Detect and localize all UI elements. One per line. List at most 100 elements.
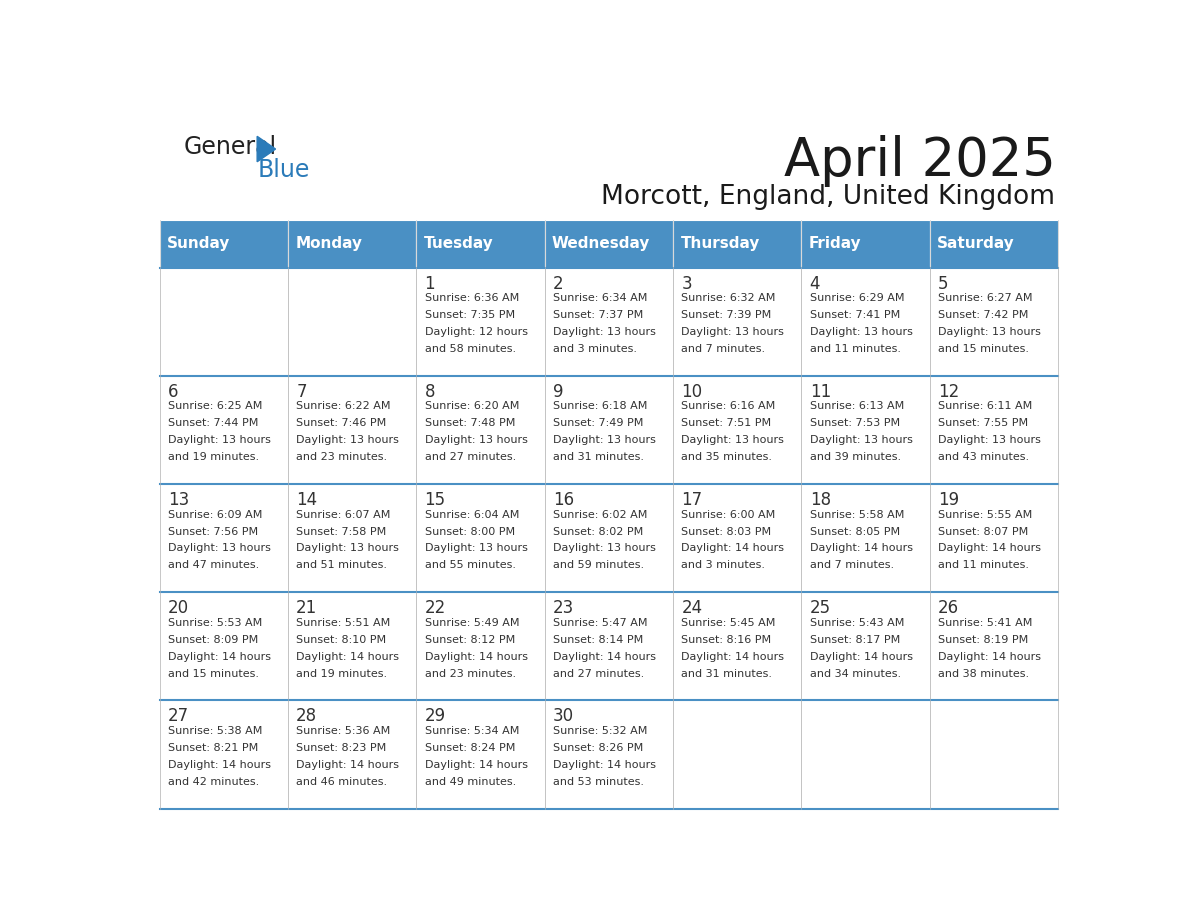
Bar [416, 268, 544, 376]
Text: Sunrise: 6:09 AM: Sunrise: 6:09 AM [168, 509, 263, 520]
Text: Daylight: 14 hours: Daylight: 14 hours [682, 652, 784, 662]
Text: 1: 1 [424, 274, 435, 293]
Text: Daylight: 14 hours: Daylight: 14 hours [424, 760, 527, 770]
Text: and 7 minutes.: and 7 minutes. [682, 344, 765, 354]
Text: Sunset: 7:51 PM: Sunset: 7:51 PM [682, 419, 771, 429]
Text: Daylight: 13 hours: Daylight: 13 hours [552, 435, 656, 445]
Text: Sunrise: 6:29 AM: Sunrise: 6:29 AM [810, 293, 904, 303]
Text: Sunrise: 6:20 AM: Sunrise: 6:20 AM [424, 401, 519, 411]
Text: Sunset: 8:26 PM: Sunset: 8:26 PM [552, 743, 643, 753]
Text: Sunrise: 6:16 AM: Sunrise: 6:16 AM [682, 401, 776, 411]
Text: and 3 minutes.: and 3 minutes. [552, 344, 637, 354]
Text: and 58 minutes.: and 58 minutes. [424, 344, 516, 354]
Text: and 7 minutes.: and 7 minutes. [810, 560, 893, 570]
Text: and 59 minutes.: and 59 minutes. [552, 560, 644, 570]
Text: and 39 minutes.: and 39 minutes. [810, 453, 901, 463]
Bar [674, 376, 802, 484]
Text: Sunrise: 6:02 AM: Sunrise: 6:02 AM [552, 509, 647, 520]
Bar [802, 592, 930, 700]
Bar [802, 219, 930, 268]
Text: Sunrise: 5:43 AM: Sunrise: 5:43 AM [810, 618, 904, 628]
Bar [802, 376, 930, 484]
Text: 17: 17 [682, 491, 702, 509]
Text: 6: 6 [168, 383, 178, 401]
Text: Daylight: 13 hours: Daylight: 13 hours [810, 435, 912, 445]
Text: Sunset: 8:02 PM: Sunset: 8:02 PM [552, 527, 643, 536]
Text: Sunrise: 6:22 AM: Sunrise: 6:22 AM [296, 401, 391, 411]
Text: Daylight: 14 hours: Daylight: 14 hours [296, 760, 399, 770]
Bar [930, 376, 1059, 484]
Text: and 15 minutes.: and 15 minutes. [168, 668, 259, 678]
Text: 22: 22 [424, 599, 446, 617]
Text: and 15 minutes.: and 15 minutes. [939, 344, 1029, 354]
Text: Sunrise: 6:04 AM: Sunrise: 6:04 AM [424, 509, 519, 520]
Text: Sunrise: 5:36 AM: Sunrise: 5:36 AM [296, 726, 391, 736]
Text: Daylight: 13 hours: Daylight: 13 hours [168, 435, 271, 445]
Text: and 27 minutes.: and 27 minutes. [552, 668, 644, 678]
Text: 29: 29 [424, 708, 446, 725]
Text: 28: 28 [296, 708, 317, 725]
Text: Morcott, England, United Kingdom: Morcott, England, United Kingdom [601, 185, 1055, 210]
Text: Sunrise: 6:07 AM: Sunrise: 6:07 AM [296, 509, 391, 520]
Text: Sunrise: 6:13 AM: Sunrise: 6:13 AM [810, 401, 904, 411]
Text: Sunset: 8:05 PM: Sunset: 8:05 PM [810, 527, 899, 536]
Bar [930, 592, 1059, 700]
Bar [674, 700, 802, 809]
Text: Sunset: 7:53 PM: Sunset: 7:53 PM [810, 419, 899, 429]
Text: and 42 minutes.: and 42 minutes. [168, 777, 259, 787]
Bar [544, 700, 674, 809]
Text: 24: 24 [682, 599, 702, 617]
Bar [544, 592, 674, 700]
Text: Daylight: 14 hours: Daylight: 14 hours [682, 543, 784, 554]
Bar [930, 268, 1059, 376]
Text: 19: 19 [939, 491, 959, 509]
Text: 16: 16 [552, 491, 574, 509]
Text: Daylight: 14 hours: Daylight: 14 hours [552, 652, 656, 662]
Text: Daylight: 14 hours: Daylight: 14 hours [810, 543, 912, 554]
Text: and 34 minutes.: and 34 minutes. [810, 668, 901, 678]
Text: Sunset: 8:07 PM: Sunset: 8:07 PM [939, 527, 1029, 536]
Text: Sunrise: 5:41 AM: Sunrise: 5:41 AM [939, 618, 1032, 628]
Text: Sunset: 8:03 PM: Sunset: 8:03 PM [682, 527, 771, 536]
Text: 2: 2 [552, 274, 563, 293]
Text: Sunrise: 5:58 AM: Sunrise: 5:58 AM [810, 509, 904, 520]
Text: 14: 14 [296, 491, 317, 509]
Bar [159, 219, 287, 268]
Bar [159, 592, 287, 700]
Text: Daylight: 14 hours: Daylight: 14 hours [296, 652, 399, 662]
Text: Daylight: 13 hours: Daylight: 13 hours [939, 435, 1041, 445]
Text: Daylight: 14 hours: Daylight: 14 hours [810, 652, 912, 662]
Bar [674, 592, 802, 700]
Text: Sunrise: 6:00 AM: Sunrise: 6:00 AM [682, 509, 776, 520]
Text: Daylight: 14 hours: Daylight: 14 hours [168, 760, 271, 770]
Text: Sunset: 7:42 PM: Sunset: 7:42 PM [939, 310, 1029, 320]
Text: 15: 15 [424, 491, 446, 509]
Text: Daylight: 13 hours: Daylight: 13 hours [168, 543, 271, 554]
Text: Daylight: 14 hours: Daylight: 14 hours [168, 652, 271, 662]
Text: Sunset: 7:41 PM: Sunset: 7:41 PM [810, 310, 901, 320]
Text: Sunset: 7:44 PM: Sunset: 7:44 PM [168, 419, 258, 429]
Text: Daylight: 13 hours: Daylight: 13 hours [552, 327, 656, 337]
Text: Sunrise: 6:25 AM: Sunrise: 6:25 AM [168, 401, 263, 411]
Text: Sunrise: 5:34 AM: Sunrise: 5:34 AM [424, 726, 519, 736]
Bar [287, 700, 416, 809]
Bar [159, 268, 287, 376]
Text: Sunrise: 6:18 AM: Sunrise: 6:18 AM [552, 401, 647, 411]
Text: Sunset: 7:39 PM: Sunset: 7:39 PM [682, 310, 771, 320]
Bar [416, 376, 544, 484]
Text: Wednesday: Wednesday [552, 236, 650, 252]
Text: and 31 minutes.: and 31 minutes. [682, 668, 772, 678]
Text: and 23 minutes.: and 23 minutes. [424, 668, 516, 678]
Text: Sunset: 8:21 PM: Sunset: 8:21 PM [168, 743, 258, 753]
Text: and 23 minutes.: and 23 minutes. [296, 453, 387, 463]
Text: Sunset: 8:17 PM: Sunset: 8:17 PM [810, 634, 901, 644]
Text: and 19 minutes.: and 19 minutes. [168, 453, 259, 463]
Text: Daylight: 13 hours: Daylight: 13 hours [552, 543, 656, 554]
Bar [416, 592, 544, 700]
Text: 26: 26 [939, 599, 959, 617]
Text: Sunset: 7:58 PM: Sunset: 7:58 PM [296, 527, 386, 536]
Text: Tuesday: Tuesday [424, 236, 493, 252]
Bar [287, 592, 416, 700]
Text: Sunrise: 6:32 AM: Sunrise: 6:32 AM [682, 293, 776, 303]
Text: Sunset: 8:09 PM: Sunset: 8:09 PM [168, 634, 258, 644]
